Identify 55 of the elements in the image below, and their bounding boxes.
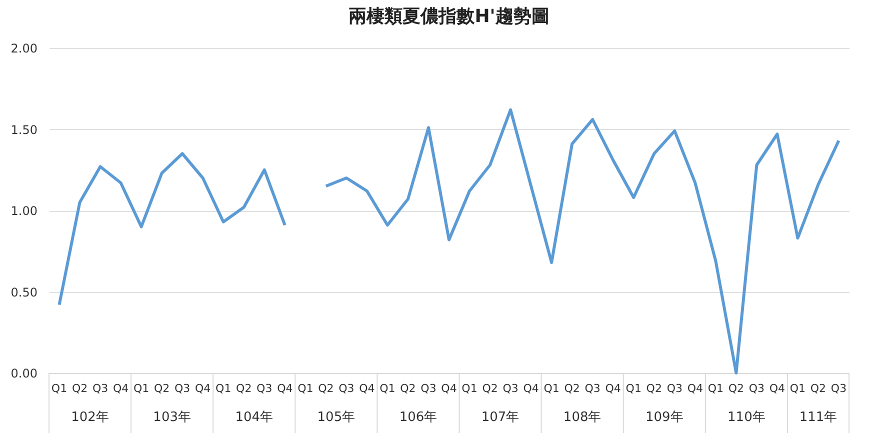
- x-tick-label: Q4: [687, 382, 703, 395]
- text: 107年: [481, 410, 520, 425]
- x-tick-label: Q3: [256, 382, 272, 395]
- x-tick-label: Q4: [769, 382, 786, 395]
- text: 110年: [728, 410, 766, 425]
- x-tick-label: Q4: [359, 382, 375, 395]
- x-tick-label: Q3: [420, 382, 436, 395]
- y-tick-label: 2.00: [10, 42, 38, 56]
- x-tick-label: Q2: [728, 382, 744, 395]
- x-tick-label: Q1: [708, 382, 724, 395]
- x-tick-label: Q1: [298, 382, 314, 395]
- x-tick-label: Q1: [380, 382, 396, 395]
- x-tick-label: Q4: [277, 382, 293, 395]
- x-tick-label: Q3: [174, 382, 190, 395]
- x-tick-label: Q4: [441, 382, 457, 395]
- text: 105年: [317, 410, 356, 425]
- x-tick-label: Q1: [216, 382, 232, 395]
- x-tick-label: Q2: [810, 382, 826, 395]
- x-tick-label: Q1: [790, 382, 806, 395]
- x-tick-label: Q3: [830, 382, 847, 395]
- x-tick-label: Q3: [584, 382, 600, 395]
- x-tick-label: Q3: [92, 382, 108, 395]
- text: 102年: [71, 410, 109, 425]
- x-tick-label: Q2: [400, 382, 416, 395]
- y-tick-label: 0.50: [10, 285, 38, 300]
- x-tick-label: Q4: [605, 382, 621, 395]
- x-tick-label: Q3: [502, 382, 518, 395]
- x-tick-label: Q2: [154, 382, 170, 395]
- x-tick-label: Q1: [544, 382, 560, 395]
- x-tick-label: Q2: [236, 382, 252, 395]
- x-tick-label: Q4: [523, 382, 539, 395]
- x-tick-label: Q1: [51, 382, 68, 395]
- y-tick-label: 1.50: [10, 122, 38, 137]
- x-tick-label: Q2: [564, 382, 580, 395]
- x-tick-label: Q1: [133, 382, 150, 395]
- text: 106年: [399, 410, 438, 425]
- x-tick-label: Q3: [338, 382, 354, 395]
- x-tick-label: Q3: [666, 382, 682, 395]
- x-tick-label: Q3: [748, 382, 765, 395]
- x-tick-label: Q4: [112, 382, 129, 395]
- text: 111年: [799, 410, 838, 425]
- x-tick-label: Q4: [195, 382, 211, 395]
- y-tick-label: 1.00: [10, 204, 38, 218]
- x-tick-label: Q2: [482, 382, 498, 395]
- text: 108年: [563, 410, 602, 425]
- x-tick-label: Q1: [626, 382, 642, 395]
- x-tick-label: Q1: [462, 382, 478, 395]
- x-tick-label: Q2: [318, 382, 334, 395]
- text: 109年: [645, 410, 684, 425]
- y-tick-label: 0.00: [10, 366, 38, 380]
- x-tick-label: Q2: [72, 382, 88, 395]
- text: 104年: [235, 410, 274, 425]
- chart-title: 兩棲類夏儂指數H'趨勢圖: [348, 6, 550, 27]
- x-tick-label: Q2: [646, 382, 662, 395]
- text: 103年: [153, 410, 191, 425]
